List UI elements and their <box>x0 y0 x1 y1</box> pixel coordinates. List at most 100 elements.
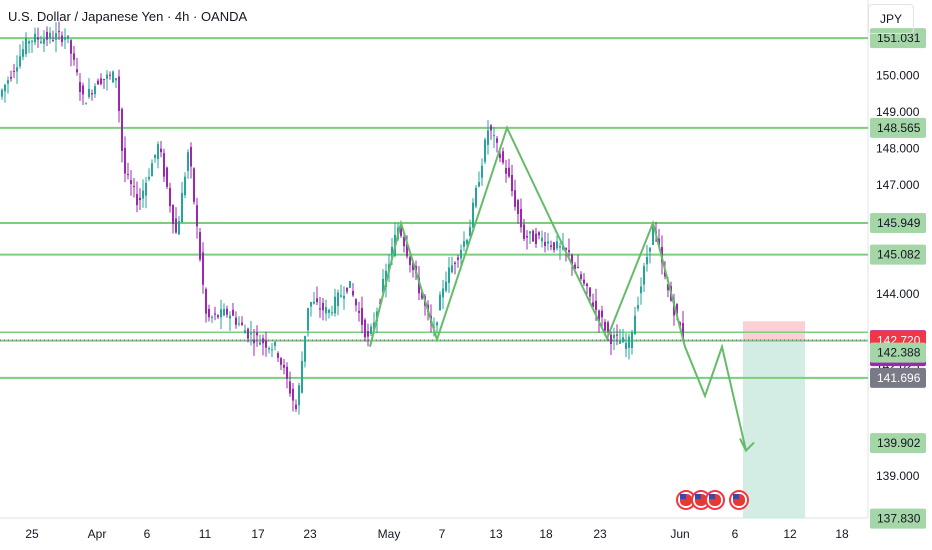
candle-body <box>478 182 480 187</box>
candle-body <box>22 49 24 57</box>
candle-body <box>568 250 570 253</box>
candle-body <box>541 237 543 242</box>
candle-body <box>262 338 264 344</box>
y-tick-label: 139.000 <box>876 469 920 483</box>
candle-body <box>355 299 357 306</box>
y-tick-label: 149.000 <box>876 105 920 119</box>
candle-body <box>472 202 474 228</box>
candle-body <box>211 316 213 318</box>
candle-body <box>403 237 405 247</box>
candle-body <box>493 135 495 137</box>
us-flag-icon[interactable] <box>729 490 749 510</box>
candle-body <box>268 347 270 350</box>
pattern-drawing <box>369 125 755 453</box>
candle-body <box>133 186 135 188</box>
candle-body <box>592 302 594 307</box>
candle-body <box>589 287 591 297</box>
flag-canton <box>709 494 715 499</box>
y-tick-label: 147.000 <box>876 178 920 192</box>
candle-body <box>214 313 216 315</box>
y-tick-label: 150.000 <box>876 69 920 83</box>
candle-body <box>457 257 459 260</box>
candle-body <box>244 330 246 334</box>
candle-body <box>313 301 315 304</box>
x-tick-label: Apr <box>88 527 107 541</box>
event-icons[interactable] <box>676 490 749 510</box>
us-flag-icon[interactable] <box>676 490 696 510</box>
candle-body <box>259 342 261 345</box>
candle-body <box>676 304 678 315</box>
candle-body <box>196 205 198 227</box>
price-tag: 139.902 <box>870 433 926 454</box>
time-axis[interactable]: 25 Apr 6 11 17 23 May 7 13 18 23 Jun 6 12 18 <box>25 527 849 541</box>
candle-body <box>664 270 666 277</box>
price-tag: 141.696 <box>870 367 926 388</box>
candle-body <box>139 197 141 201</box>
candle-body <box>331 312 333 314</box>
symbol-title[interactable]: U.S. Dollar / Japanese Yen · 4h · OANDA <box>8 9 248 24</box>
candle-body <box>418 277 420 294</box>
candle-body <box>286 366 288 379</box>
candle-body <box>160 148 162 153</box>
price-tag: 142.388 <box>870 342 926 363</box>
candle-body <box>595 300 597 310</box>
price-tag-bg <box>870 244 926 265</box>
candle-body <box>577 267 579 269</box>
price-tag-label: 139.902 <box>877 436 921 450</box>
price-tag: 137.830 <box>870 508 926 529</box>
candle-body <box>517 200 519 214</box>
candle-body <box>136 193 138 206</box>
candle-body <box>520 208 522 228</box>
candle-body <box>337 292 339 307</box>
plot-background <box>0 0 868 518</box>
candle-body <box>55 33 57 40</box>
candle-body <box>16 67 18 72</box>
candle-body <box>571 254 573 265</box>
candle-body <box>190 147 192 167</box>
candle-body <box>547 241 549 244</box>
candle-body <box>307 308 309 331</box>
x-tick-label: May <box>378 527 401 541</box>
candle-body <box>361 307 363 325</box>
price-tag-bg <box>870 508 926 529</box>
candle-body <box>52 40 54 42</box>
candle-body <box>463 241 465 247</box>
candle-body <box>145 182 147 196</box>
price-tag-bg <box>870 117 926 138</box>
candle-body <box>106 74 108 79</box>
candle-body <box>70 40 72 54</box>
flag-canton <box>733 494 739 499</box>
candle-body <box>334 296 336 314</box>
candle-body <box>148 176 150 180</box>
candle-body <box>604 321 606 331</box>
price-tag: 145.082 <box>870 244 926 265</box>
candle-body <box>97 80 99 85</box>
x-tick-label: 6 <box>144 527 151 541</box>
currency-button[interactable]: JPY <box>868 4 914 34</box>
candle-body <box>250 333 252 335</box>
candle-body <box>460 249 462 259</box>
candle-body <box>511 174 513 192</box>
candle-body <box>496 138 498 143</box>
price-tag-label: 151.031 <box>877 31 921 45</box>
candle-body <box>64 37 66 40</box>
candle-body <box>73 53 75 60</box>
us-flag-icon[interactable] <box>705 490 725 510</box>
candle-body <box>127 174 129 176</box>
candle-body <box>601 310 603 318</box>
candle-body <box>118 76 120 111</box>
x-tick-label: 23 <box>593 527 607 541</box>
price-tag-label: 142.388 <box>877 346 921 360</box>
candle-body <box>100 78 102 85</box>
candle-body <box>619 341 621 344</box>
candle-body <box>151 163 153 177</box>
candle-body <box>445 281 447 291</box>
candle-body <box>301 361 303 393</box>
candle-body <box>370 326 372 334</box>
candle-body <box>82 85 84 95</box>
candle-body <box>682 323 684 340</box>
candle-body <box>364 319 366 338</box>
candle-body <box>316 298 318 303</box>
candle-body <box>7 80 9 84</box>
